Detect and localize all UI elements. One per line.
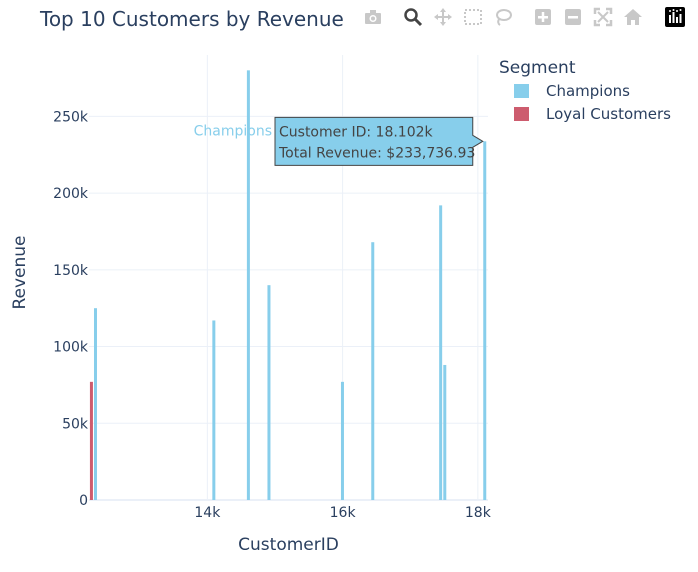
box-select-icon[interactable]	[462, 6, 484, 28]
legend-item-label: Champions	[546, 82, 630, 100]
plotly-logo-icon[interactable]	[664, 6, 686, 28]
zoom-in-icon[interactable]	[532, 6, 554, 28]
legend-title: Segment	[499, 58, 576, 78]
hover-tooltip-box	[274, 116, 484, 166]
bar-champions[interactable]	[439, 205, 443, 500]
lasso-select-icon[interactable]	[492, 6, 514, 28]
y-tick-label: 200k	[53, 186, 89, 202]
hover-series-label: Champions	[194, 123, 272, 139]
x-axis-title: CustomerID	[238, 535, 339, 555]
bar-loyal-customers[interactable]	[89, 381, 93, 500]
y-axis-title: Revenue	[10, 235, 30, 309]
bar-champions[interactable]	[371, 242, 375, 500]
x-tick-label: 14k	[194, 505, 221, 521]
y-tick-label: 250k	[53, 109, 89, 125]
x-tick-label: 18k	[465, 505, 492, 521]
x-tick-label: 16k	[330, 505, 357, 521]
bar-champions[interactable]	[93, 308, 97, 500]
bar-champions[interactable]	[340, 381, 344, 500]
bar-champions[interactable]	[246, 70, 250, 501]
legend-swatch[interactable]	[514, 107, 529, 121]
camera-icon[interactable]	[362, 6, 384, 28]
bar-champions[interactable]	[267, 285, 271, 500]
legend-item-label: Loyal Customers	[546, 105, 671, 123]
bar-champions[interactable]	[212, 320, 216, 500]
pan-icon[interactable]	[432, 6, 454, 28]
autoscale-icon[interactable]	[592, 6, 614, 28]
bar-champions[interactable]	[443, 364, 447, 500]
y-tick-label: 150k	[53, 263, 89, 279]
hover-line-2: Total Revenue: $233,736.93	[278, 145, 475, 161]
reset-axes-icon[interactable]	[622, 6, 644, 28]
zoom-icon[interactable]	[402, 6, 424, 28]
y-tick-label: 50k	[62, 416, 89, 432]
legend-swatch[interactable]	[514, 84, 529, 98]
zoom-out-icon[interactable]	[562, 6, 584, 28]
bar-champions[interactable]	[483, 141, 487, 500]
y-tick-label: 0	[79, 493, 88, 509]
y-tick-label: 100k	[53, 340, 89, 356]
hover-line-1: Customer ID: 18.102k	[279, 124, 434, 140]
chart-title: Top 10 Customers by Revenue	[39, 7, 344, 31]
